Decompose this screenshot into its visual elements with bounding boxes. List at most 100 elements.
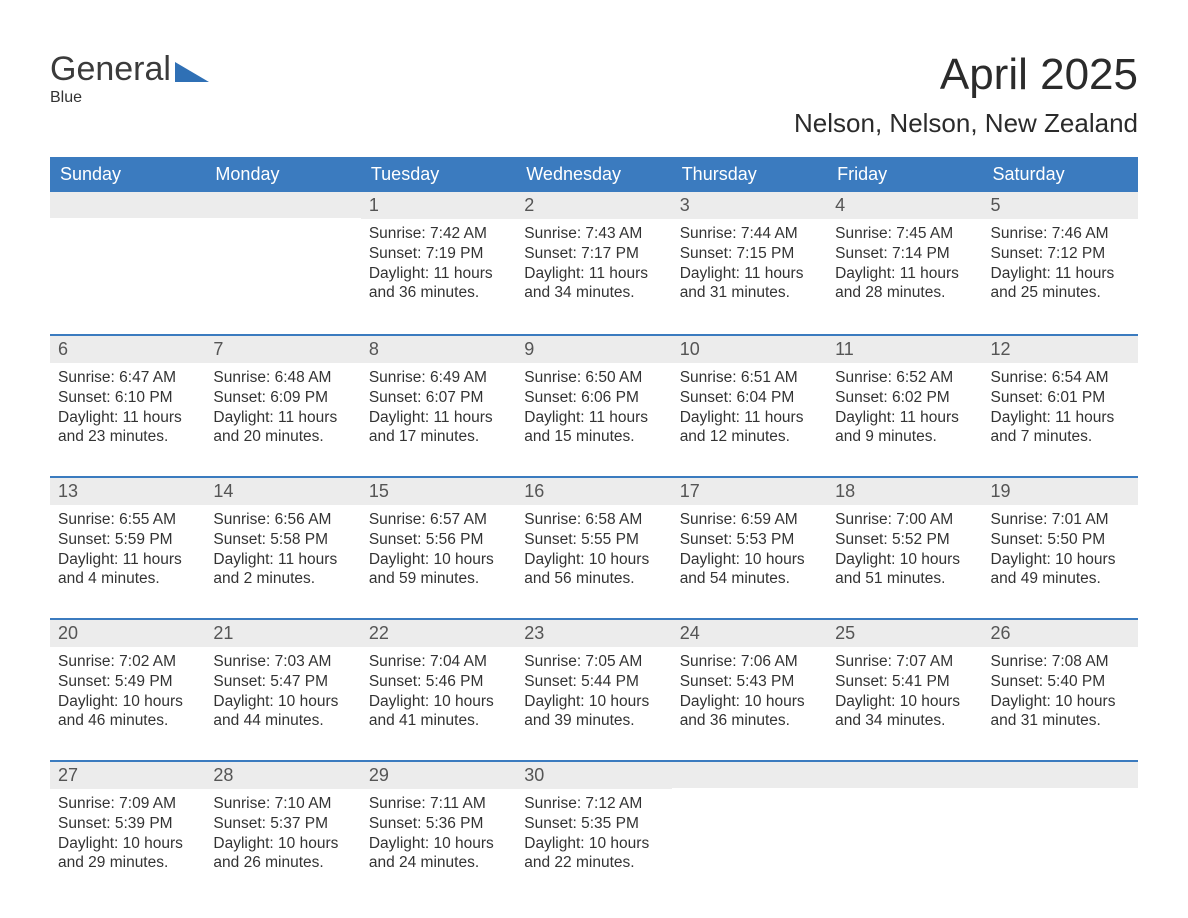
sunrise-text: Sunrise: 7:04 AM bbox=[369, 652, 508, 672]
day-body: Sunrise: 7:08 AMSunset: 5:40 PMDaylight:… bbox=[983, 647, 1138, 739]
d1-text: Daylight: 10 hours bbox=[524, 550, 663, 570]
day-number bbox=[672, 762, 827, 788]
d2-text: and 44 minutes. bbox=[213, 711, 352, 731]
sunrise-text: Sunrise: 6:58 AM bbox=[524, 510, 663, 530]
d2-text: and 20 minutes. bbox=[213, 427, 352, 447]
sunset-text: Sunset: 7:17 PM bbox=[524, 244, 663, 264]
calendar-cell bbox=[50, 192, 205, 334]
sunrise-text: Sunrise: 7:46 AM bbox=[991, 224, 1130, 244]
calendar-cell: 28Sunrise: 7:10 AMSunset: 5:37 PMDayligh… bbox=[205, 762, 360, 902]
day-number: 23 bbox=[516, 620, 671, 647]
day-number: 18 bbox=[827, 478, 982, 505]
d1-text: Daylight: 11 hours bbox=[524, 408, 663, 428]
d1-text: Daylight: 10 hours bbox=[213, 692, 352, 712]
calendar-cell: 6Sunrise: 6:47 AMSunset: 6:10 PMDaylight… bbox=[50, 336, 205, 476]
sunset-text: Sunset: 6:10 PM bbox=[58, 388, 197, 408]
day-number: 12 bbox=[983, 336, 1138, 363]
calendar-cell: 8Sunrise: 6:49 AMSunset: 6:07 PMDaylight… bbox=[361, 336, 516, 476]
day-number: 29 bbox=[361, 762, 516, 789]
day-number: 20 bbox=[50, 620, 205, 647]
d2-text: and 7 minutes. bbox=[991, 427, 1130, 447]
d1-text: Daylight: 11 hours bbox=[991, 408, 1130, 428]
day-body: Sunrise: 6:52 AMSunset: 6:02 PMDaylight:… bbox=[827, 363, 982, 455]
day-body: Sunrise: 7:05 AMSunset: 5:44 PMDaylight:… bbox=[516, 647, 671, 739]
page-heading: April 2025 Nelson, Nelson, New Zealand bbox=[794, 50, 1138, 139]
sunset-text: Sunset: 5:43 PM bbox=[680, 672, 819, 692]
brand-logo: General Blue bbox=[50, 50, 209, 107]
sunset-text: Sunset: 5:52 PM bbox=[835, 530, 974, 550]
d1-text: Daylight: 11 hours bbox=[991, 264, 1130, 284]
calendar-cell bbox=[983, 762, 1138, 902]
day-number: 13 bbox=[50, 478, 205, 505]
d1-text: Daylight: 10 hours bbox=[369, 834, 508, 854]
d1-text: Daylight: 10 hours bbox=[835, 692, 974, 712]
calendar-cell bbox=[827, 762, 982, 902]
sunset-text: Sunset: 5:47 PM bbox=[213, 672, 352, 692]
sunrise-text: Sunrise: 7:45 AM bbox=[835, 224, 974, 244]
d1-text: Daylight: 10 hours bbox=[991, 550, 1130, 570]
day-number: 26 bbox=[983, 620, 1138, 647]
day-body: Sunrise: 6:48 AMSunset: 6:09 PMDaylight:… bbox=[205, 363, 360, 455]
calendar-cell: 26Sunrise: 7:08 AMSunset: 5:40 PMDayligh… bbox=[983, 620, 1138, 760]
d2-text: and 26 minutes. bbox=[213, 853, 352, 873]
sunrise-text: Sunrise: 7:12 AM bbox=[524, 794, 663, 814]
d2-text: and 49 minutes. bbox=[991, 569, 1130, 589]
calendar-cell: 14Sunrise: 6:56 AMSunset: 5:58 PMDayligh… bbox=[205, 478, 360, 618]
day-body: Sunrise: 6:54 AMSunset: 6:01 PMDaylight:… bbox=[983, 363, 1138, 455]
sunrise-text: Sunrise: 7:07 AM bbox=[835, 652, 974, 672]
d1-text: Daylight: 11 hours bbox=[835, 408, 974, 428]
sunset-text: Sunset: 7:15 PM bbox=[680, 244, 819, 264]
sunrise-text: Sunrise: 7:42 AM bbox=[369, 224, 508, 244]
calendar-cell bbox=[672, 762, 827, 902]
day-number: 30 bbox=[516, 762, 671, 789]
calendar-cell: 25Sunrise: 7:07 AMSunset: 5:41 PMDayligh… bbox=[827, 620, 982, 760]
d1-text: Daylight: 10 hours bbox=[213, 834, 352, 854]
d1-text: Daylight: 11 hours bbox=[369, 408, 508, 428]
calendar-week: 6Sunrise: 6:47 AMSunset: 6:10 PMDaylight… bbox=[50, 334, 1138, 476]
d2-text: and 59 minutes. bbox=[369, 569, 508, 589]
sunset-text: Sunset: 7:14 PM bbox=[835, 244, 974, 264]
d2-text: and 56 minutes. bbox=[524, 569, 663, 589]
header-bar: General Blue April 2025 Nelson, Nelson, … bbox=[50, 50, 1138, 139]
day-number: 9 bbox=[516, 336, 671, 363]
day-body: Sunrise: 6:59 AMSunset: 5:53 PMDaylight:… bbox=[672, 505, 827, 597]
d2-text: and 24 minutes. bbox=[369, 853, 508, 873]
triangle-icon bbox=[175, 62, 209, 82]
day-number bbox=[983, 762, 1138, 788]
sunset-text: Sunset: 5:35 PM bbox=[524, 814, 663, 834]
d2-text: and 2 minutes. bbox=[213, 569, 352, 589]
d2-text: and 46 minutes. bbox=[58, 711, 197, 731]
day-body: Sunrise: 7:00 AMSunset: 5:52 PMDaylight:… bbox=[827, 505, 982, 597]
d2-text: and 31 minutes. bbox=[680, 283, 819, 303]
d1-text: Daylight: 10 hours bbox=[991, 692, 1130, 712]
sunset-text: Sunset: 7:19 PM bbox=[369, 244, 508, 264]
day-number: 11 bbox=[827, 336, 982, 363]
day-body: Sunrise: 7:01 AMSunset: 5:50 PMDaylight:… bbox=[983, 505, 1138, 597]
calendar-cell: 3Sunrise: 7:44 AMSunset: 7:15 PMDaylight… bbox=[672, 192, 827, 334]
sunrise-text: Sunrise: 6:56 AM bbox=[213, 510, 352, 530]
day-body bbox=[50, 218, 205, 231]
calendar-cell: 27Sunrise: 7:09 AMSunset: 5:39 PMDayligh… bbox=[50, 762, 205, 902]
d2-text: and 4 minutes. bbox=[58, 569, 197, 589]
day-body: Sunrise: 7:09 AMSunset: 5:39 PMDaylight:… bbox=[50, 789, 205, 881]
day-body: Sunrise: 6:47 AMSunset: 6:10 PMDaylight:… bbox=[50, 363, 205, 455]
day-number: 3 bbox=[672, 192, 827, 219]
sunset-text: Sunset: 7:12 PM bbox=[991, 244, 1130, 264]
d2-text: and 29 minutes. bbox=[58, 853, 197, 873]
day-body bbox=[983, 788, 1138, 801]
d1-text: Daylight: 11 hours bbox=[835, 264, 974, 284]
calendar-cell: 17Sunrise: 6:59 AMSunset: 5:53 PMDayligh… bbox=[672, 478, 827, 618]
day-body bbox=[672, 788, 827, 801]
sunrise-text: Sunrise: 7:11 AM bbox=[369, 794, 508, 814]
day-number: 8 bbox=[361, 336, 516, 363]
day-number: 4 bbox=[827, 192, 982, 219]
d2-text: and 9 minutes. bbox=[835, 427, 974, 447]
day-number: 25 bbox=[827, 620, 982, 647]
day-number: 7 bbox=[205, 336, 360, 363]
d2-text: and 28 minutes. bbox=[835, 283, 974, 303]
calendar-cell: 7Sunrise: 6:48 AMSunset: 6:09 PMDaylight… bbox=[205, 336, 360, 476]
calendar-cell: 22Sunrise: 7:04 AMSunset: 5:46 PMDayligh… bbox=[361, 620, 516, 760]
d2-text: and 23 minutes. bbox=[58, 427, 197, 447]
sunrise-text: Sunrise: 7:10 AM bbox=[213, 794, 352, 814]
calendar-week: 20Sunrise: 7:02 AMSunset: 5:49 PMDayligh… bbox=[50, 618, 1138, 760]
